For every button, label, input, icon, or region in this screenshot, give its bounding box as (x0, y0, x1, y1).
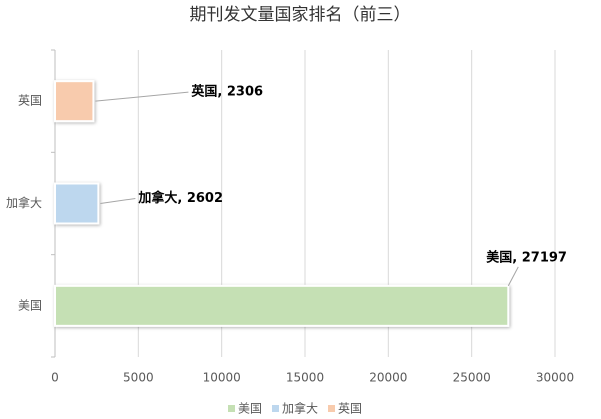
legend-swatch (328, 405, 335, 412)
bar (54, 182, 100, 225)
x-tick-label: 0 (51, 371, 59, 385)
legend-swatch (228, 405, 235, 412)
value-label: 加拿大, 2602 (137, 190, 223, 206)
x-tick-label: 30000 (536, 371, 574, 385)
legend-label: 美国 (238, 402, 262, 416)
bar (54, 284, 510, 327)
y-tick-label: 美国 (18, 298, 42, 312)
x-tick-label: 25000 (453, 371, 491, 385)
leader-line (507, 266, 519, 287)
y-tick-label: 加拿大 (6, 195, 42, 210)
value-label: 美国, 27197 (486, 249, 567, 265)
x-tick-label: 5000 (123, 371, 154, 385)
leader-line (100, 198, 136, 204)
bar (54, 80, 95, 123)
chart-title: 期刊发文量国家排名（前三） (190, 5, 411, 25)
legend-label: 英国 (338, 402, 362, 416)
y-tick-label: 英国 (18, 94, 42, 108)
x-tick-label: 15000 (286, 371, 324, 385)
legend-swatch (272, 405, 279, 412)
leader-line (95, 91, 189, 102)
value-label: 英国, 2306 (190, 84, 263, 100)
x-tick-label: 20000 (369, 371, 407, 385)
x-tick-label: 10000 (203, 371, 241, 385)
legend-label: 加拿大 (282, 401, 318, 416)
